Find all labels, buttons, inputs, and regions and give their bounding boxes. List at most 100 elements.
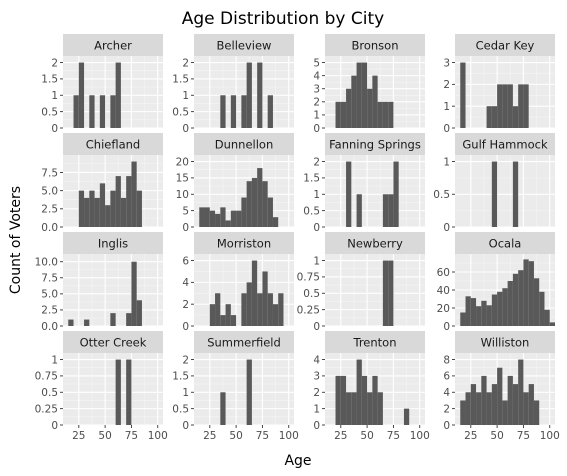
y-tick-label: 1.5	[172, 371, 189, 383]
y-tick-label: 2	[443, 403, 450, 415]
bar-morriston	[278, 293, 284, 326]
panel-cedar-key: Cedar Key 0 1 2 3	[443, 34, 555, 135]
y-tick-label: 10	[176, 189, 189, 201]
strip-label-belleview: Belleview	[217, 39, 272, 53]
x-tick-label: 100	[148, 430, 168, 442]
y-tick-label: 0	[51, 123, 58, 135]
y-tick-label: 1.5	[303, 173, 320, 185]
bar-chiefland	[120, 197, 127, 227]
bar-belleview	[246, 62, 252, 128]
y-tick-label: 5.0	[41, 185, 58, 197]
bar-gulf-hammock	[491, 161, 498, 227]
bar-dunnellon	[267, 197, 273, 227]
strip-label-trenton: Trenton	[352, 336, 396, 350]
y-tick-label: 0	[51, 420, 58, 432]
y-tick-label: 0.75	[297, 272, 320, 284]
y-tick-label: 1	[51, 354, 58, 366]
y-tick-label: 0.5	[41, 387, 58, 399]
bar-chiefland	[84, 197, 90, 227]
bar-morriston	[246, 282, 252, 326]
bar-chiefland	[131, 161, 137, 227]
bar-ocala	[481, 300, 487, 326]
panel-belleview: Belleview 0 0.5 1 1.5 2	[172, 34, 294, 135]
bar-chiefland	[115, 176, 121, 227]
y-tick-label: 4	[182, 277, 189, 289]
bar-morriston	[272, 304, 279, 326]
y-tick-label: 0.5	[41, 106, 58, 118]
strip-label-gulf-hammock: Gulf Hammock	[462, 138, 548, 152]
bar-chiefland	[105, 205, 111, 227]
bar-ocala	[523, 259, 529, 326]
y-tick-label: 60	[437, 267, 450, 279]
strip-dunnellon	[194, 133, 294, 155]
bar-cedar-key	[523, 84, 529, 128]
y-tick-label: 0.5	[172, 403, 189, 415]
bar-belleview	[230, 95, 237, 128]
bar-dunnellon	[225, 220, 231, 227]
y-tick-label: 4	[313, 354, 320, 366]
bar-morriston	[209, 304, 216, 326]
y-tick-label: 3	[313, 371, 320, 383]
bar-dunnellon	[230, 210, 237, 227]
panel-trenton: Trenton 0 1 2 3 4 25 50 75 100	[313, 331, 430, 442]
y-tick-label: 0.25	[297, 304, 320, 316]
y-tick-label: 2	[182, 299, 189, 311]
x-tick-label: 50	[98, 430, 111, 442]
bar-ocala	[533, 278, 540, 326]
bar-bronson	[388, 101, 394, 128]
strip-chiefland	[63, 133, 163, 155]
panel-summerfield: Summerfield 0 0.5 1 1.5 2 25 50 75 100	[172, 331, 299, 442]
x-tick-label: 75	[125, 430, 138, 442]
strip-label-otter-creek: Otter Creek	[80, 336, 147, 350]
bar-trenton	[367, 392, 373, 425]
bar-chiefland	[94, 197, 100, 227]
panel-newberry: Newberry 0 0.25 0.5 0.75 1	[297, 232, 425, 333]
y-tick-label: 7.5	[41, 273, 58, 285]
bar-bronson	[335, 101, 341, 128]
bar-trenton	[335, 375, 341, 425]
panel-morriston: Morriston 0 2 4 6	[182, 232, 294, 333]
panel-gulf-hammock: Gulf Hammock 0 0.5 1	[433, 133, 555, 234]
bar-belleview	[241, 95, 247, 128]
bar-cedar-key	[502, 84, 508, 128]
bar-ocala	[486, 305, 492, 326]
x-tick-label: 25	[203, 430, 216, 442]
bar-ocala	[528, 261, 534, 326]
bar-williston	[533, 400, 540, 425]
panel-dunnellon: Dunnellon 0 5 10 15 20	[176, 133, 294, 234]
y-tick-label: 1	[313, 403, 320, 415]
bar-ocala	[549, 322, 555, 326]
y-tick-label: 5	[313, 57, 320, 69]
bar-williston	[486, 392, 492, 425]
bar-chiefland	[78, 190, 85, 227]
panel-otter-creek: Otter Creek 0 0.25 0.5 0.75 1 25 50 75 100	[35, 331, 168, 442]
bar-dunnellon	[236, 210, 242, 227]
bar-ocala	[476, 306, 482, 326]
bar-ocala	[544, 309, 550, 326]
y-tick-label: 1	[443, 101, 450, 113]
bar-inglis	[131, 261, 137, 326]
y-tick-label: 0	[313, 222, 320, 234]
strip-label-archer: Archer	[94, 39, 132, 53]
bar-morriston	[241, 293, 247, 326]
bar-gulf-hammock	[512, 161, 519, 227]
y-tick-label: 2	[313, 97, 320, 109]
bar-fanning-springs	[388, 194, 394, 227]
strip-fanning-springs	[325, 133, 425, 155]
y-tick-label: 0.5	[303, 205, 320, 217]
y-tick-label: 1	[443, 156, 450, 168]
y-tick-label: 0	[443, 123, 450, 135]
bar-trenton	[346, 392, 352, 425]
y-tick-label: 0	[313, 321, 320, 333]
x-axis-title: Age	[284, 453, 311, 469]
bar-cedar-key	[512, 106, 519, 128]
strip-inglis	[63, 232, 163, 254]
bar-williston	[497, 367, 503, 425]
y-tick-label: 1	[313, 255, 320, 267]
y-tick-label: 5.0	[41, 289, 58, 301]
strip-label-newberry: Newberry	[347, 237, 403, 251]
strip-bronson	[325, 34, 425, 56]
strip-archer	[63, 34, 163, 56]
bar-williston	[476, 392, 482, 425]
